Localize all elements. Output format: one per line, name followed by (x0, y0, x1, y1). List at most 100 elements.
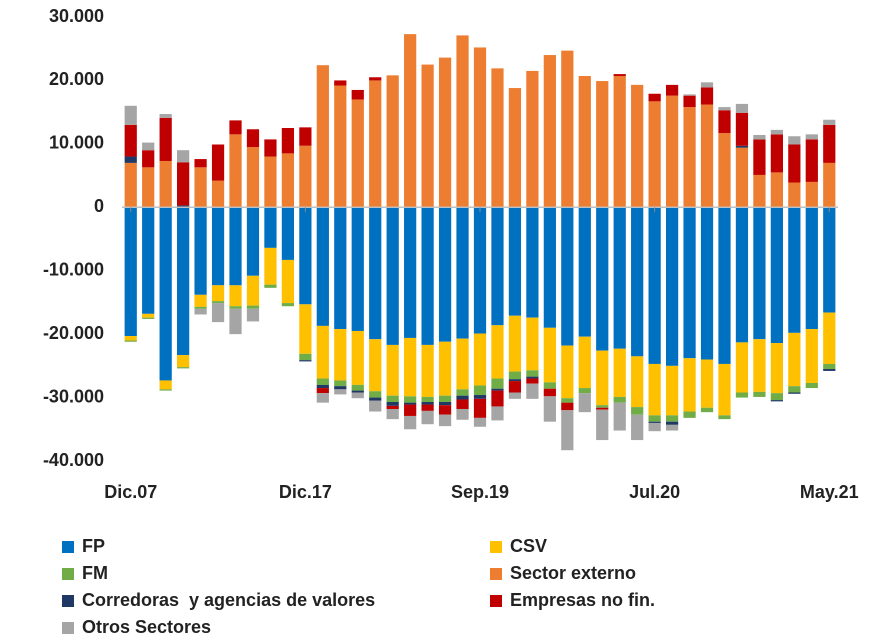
bar (805, 181, 818, 208)
bar (788, 207, 801, 333)
bar (770, 393, 783, 401)
bar (421, 64, 434, 208)
bar (578, 393, 591, 413)
bar (421, 207, 434, 345)
bar (613, 402, 626, 431)
bar (823, 162, 836, 208)
y-tick-label: -40.000 (43, 450, 104, 470)
bar (369, 391, 382, 398)
bar (369, 207, 382, 340)
bar (229, 306, 242, 309)
bar (648, 363, 661, 416)
bar (578, 388, 591, 394)
bar (735, 392, 749, 398)
bar (491, 388, 504, 391)
bar (229, 308, 242, 335)
bar (613, 75, 626, 208)
bar (211, 144, 225, 181)
bar (735, 342, 749, 393)
bar (491, 207, 504, 326)
bar (211, 207, 225, 286)
bar (211, 301, 225, 304)
bar (404, 337, 417, 397)
bar (473, 385, 487, 396)
bar (211, 285, 225, 302)
y-tick-label: 0 (94, 196, 104, 216)
bar (299, 207, 312, 305)
bar (561, 402, 574, 411)
bar (543, 388, 556, 397)
bar (526, 378, 539, 384)
bar (491, 325, 504, 379)
bar (369, 80, 382, 208)
bar (526, 317, 539, 371)
y-tick-label: -20.000 (43, 323, 104, 343)
bar (753, 134, 766, 140)
bar (805, 382, 818, 389)
bar (438, 395, 452, 403)
bar (648, 415, 661, 422)
bar (299, 304, 312, 354)
bar (578, 207, 591, 337)
bar (369, 397, 382, 401)
bar (421, 396, 434, 403)
bar (631, 356, 644, 408)
bar (404, 402, 417, 405)
bar (281, 303, 295, 307)
bar (596, 81, 609, 208)
bar (159, 207, 172, 381)
bar (543, 396, 556, 422)
bar (648, 421, 661, 423)
bar (142, 142, 155, 151)
bar (508, 379, 522, 382)
bar (456, 207, 469, 339)
bar (613, 74, 626, 76)
bar (246, 308, 260, 322)
bar (735, 147, 749, 208)
bar (700, 407, 714, 413)
bar (456, 408, 469, 420)
y-tick-label: -10.000 (43, 259, 104, 279)
y-tick-label: 10.000 (49, 133, 104, 153)
bar (770, 134, 783, 173)
x-tick-label: May.21 (800, 482, 859, 502)
bar (823, 363, 836, 370)
bar (404, 415, 417, 430)
bar (404, 207, 417, 338)
x-tick-label: Dic.07 (104, 482, 157, 502)
bar (334, 386, 347, 390)
bar (596, 407, 609, 410)
legend-swatch (490, 568, 502, 580)
bar (264, 139, 277, 157)
bar (578, 336, 591, 389)
bar (404, 404, 417, 416)
bar (770, 343, 783, 394)
legend-swatch (62, 595, 74, 607)
bar (526, 376, 539, 379)
legend-label: Empresas no fin. (510, 590, 655, 610)
bar (805, 134, 818, 140)
bar (124, 156, 137, 163)
bar (386, 395, 399, 403)
bar (159, 114, 172, 118)
bar (438, 57, 452, 208)
bar (770, 172, 783, 208)
bar (124, 336, 137, 341)
bar (735, 112, 749, 146)
bar (561, 410, 574, 451)
y-tick-label: -30.000 (43, 386, 104, 406)
bar (334, 207, 347, 330)
bar (124, 207, 137, 337)
bar (753, 391, 766, 397)
bar (438, 405, 452, 415)
bar (334, 80, 347, 86)
bar (456, 338, 469, 390)
bar (142, 150, 155, 168)
bar (142, 207, 155, 314)
bar (404, 396, 417, 403)
legend-swatch (62, 622, 74, 634)
legend-swatch (490, 541, 502, 553)
bar (246, 207, 260, 276)
bar (438, 402, 452, 406)
bar (788, 144, 801, 183)
